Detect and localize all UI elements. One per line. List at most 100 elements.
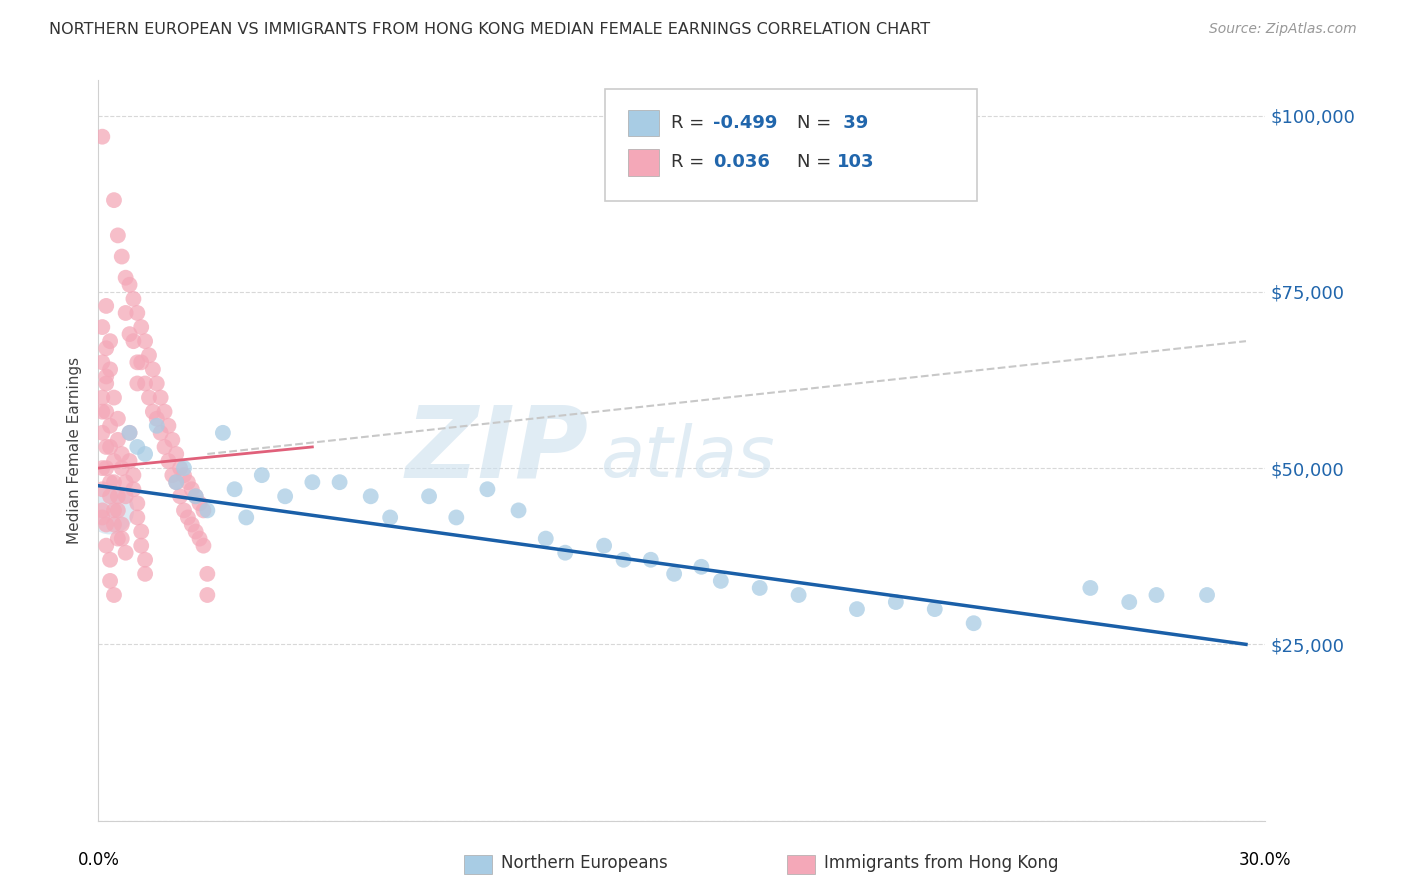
Point: [91, 129, 114, 144]
Point: [98, 440, 121, 454]
Point: [1080, 581, 1102, 595]
Text: N =: N =: [797, 153, 837, 171]
Text: Source: ZipAtlas.com: Source: ZipAtlas.com: [1209, 22, 1357, 37]
Point: [103, 475, 125, 490]
Point: [96, 341, 118, 355]
Point: [122, 334, 145, 348]
Text: atlas: atlas: [600, 424, 775, 492]
Point: [180, 517, 202, 532]
Point: [173, 468, 195, 483]
Point: [114, 270, 136, 285]
Point: [846, 602, 869, 616]
Point: [107, 532, 129, 546]
Point: [146, 418, 169, 433]
Point: [134, 334, 156, 348]
Point: [129, 320, 152, 334]
Text: 103: 103: [837, 153, 875, 171]
Point: [224, 482, 246, 496]
Point: [98, 334, 121, 348]
Point: [96, 405, 118, 419]
Point: [146, 376, 169, 391]
Point: [212, 425, 235, 440]
Point: [165, 475, 187, 490]
Point: [96, 369, 118, 384]
Point: [157, 454, 180, 468]
Point: [153, 440, 176, 454]
Point: [149, 425, 172, 440]
Point: [554, 546, 576, 560]
Point: [138, 348, 160, 362]
Point: [188, 532, 211, 546]
Text: 0.036: 0.036: [713, 153, 769, 171]
Point: [534, 532, 557, 546]
Point: [91, 510, 114, 524]
Point: [418, 489, 440, 503]
Point: [127, 440, 149, 454]
Point: [173, 503, 195, 517]
Point: [165, 447, 187, 461]
Text: -0.499: -0.499: [713, 114, 778, 132]
Point: [613, 553, 636, 567]
Point: [508, 503, 530, 517]
Text: 39: 39: [837, 114, 868, 132]
Point: [690, 559, 713, 574]
Point: [884, 595, 907, 609]
Point: [118, 425, 141, 440]
Point: [710, 574, 733, 588]
Point: [162, 468, 184, 483]
Text: Northern Europeans: Northern Europeans: [501, 855, 668, 872]
Text: R =: R =: [671, 114, 710, 132]
Point: [96, 539, 118, 553]
Point: [103, 503, 125, 517]
Point: [127, 510, 149, 524]
Point: [250, 468, 273, 483]
Point: [91, 320, 114, 334]
Point: [153, 405, 176, 419]
Point: [1195, 588, 1218, 602]
Point: [129, 524, 152, 539]
Text: ZIP: ZIP: [405, 402, 589, 499]
Text: Immigrants from Hong Kong: Immigrants from Hong Kong: [824, 855, 1059, 872]
Point: [360, 489, 382, 503]
Point: [146, 411, 169, 425]
Point: [111, 250, 134, 264]
Point: [129, 539, 152, 553]
Point: [91, 391, 114, 405]
Point: [103, 391, 125, 405]
Point: [662, 566, 685, 581]
Point: [103, 588, 125, 602]
Point: [91, 461, 114, 475]
Point: [157, 418, 180, 433]
Point: [134, 553, 156, 567]
Point: [91, 503, 114, 517]
Point: [169, 461, 191, 475]
Point: [446, 510, 468, 524]
Point: [180, 482, 202, 496]
Point: [114, 475, 136, 490]
Point: [96, 299, 118, 313]
Point: [111, 532, 134, 546]
Point: [98, 362, 121, 376]
Point: [787, 588, 810, 602]
Point: [107, 433, 129, 447]
Point: [177, 475, 200, 490]
Point: [169, 489, 191, 503]
Point: [127, 306, 149, 320]
Point: [118, 277, 141, 292]
Point: [107, 228, 129, 243]
Point: [114, 489, 136, 503]
Text: NORTHERN EUROPEAN VS IMMIGRANTS FROM HONG KONG MEDIAN FEMALE EARNINGS CORRELATIO: NORTHERN EUROPEAN VS IMMIGRANTS FROM HON…: [49, 22, 931, 37]
Point: [193, 503, 215, 517]
Point: [477, 482, 499, 496]
Point: [129, 355, 152, 369]
Point: [96, 376, 118, 391]
Point: [98, 489, 121, 503]
Point: [165, 475, 187, 490]
Point: [118, 425, 141, 440]
Point: [127, 355, 149, 369]
Point: [103, 517, 125, 532]
Text: N =: N =: [797, 114, 837, 132]
Point: [329, 475, 352, 490]
Text: R =: R =: [671, 153, 710, 171]
Text: 30.0%: 30.0%: [1239, 851, 1292, 869]
